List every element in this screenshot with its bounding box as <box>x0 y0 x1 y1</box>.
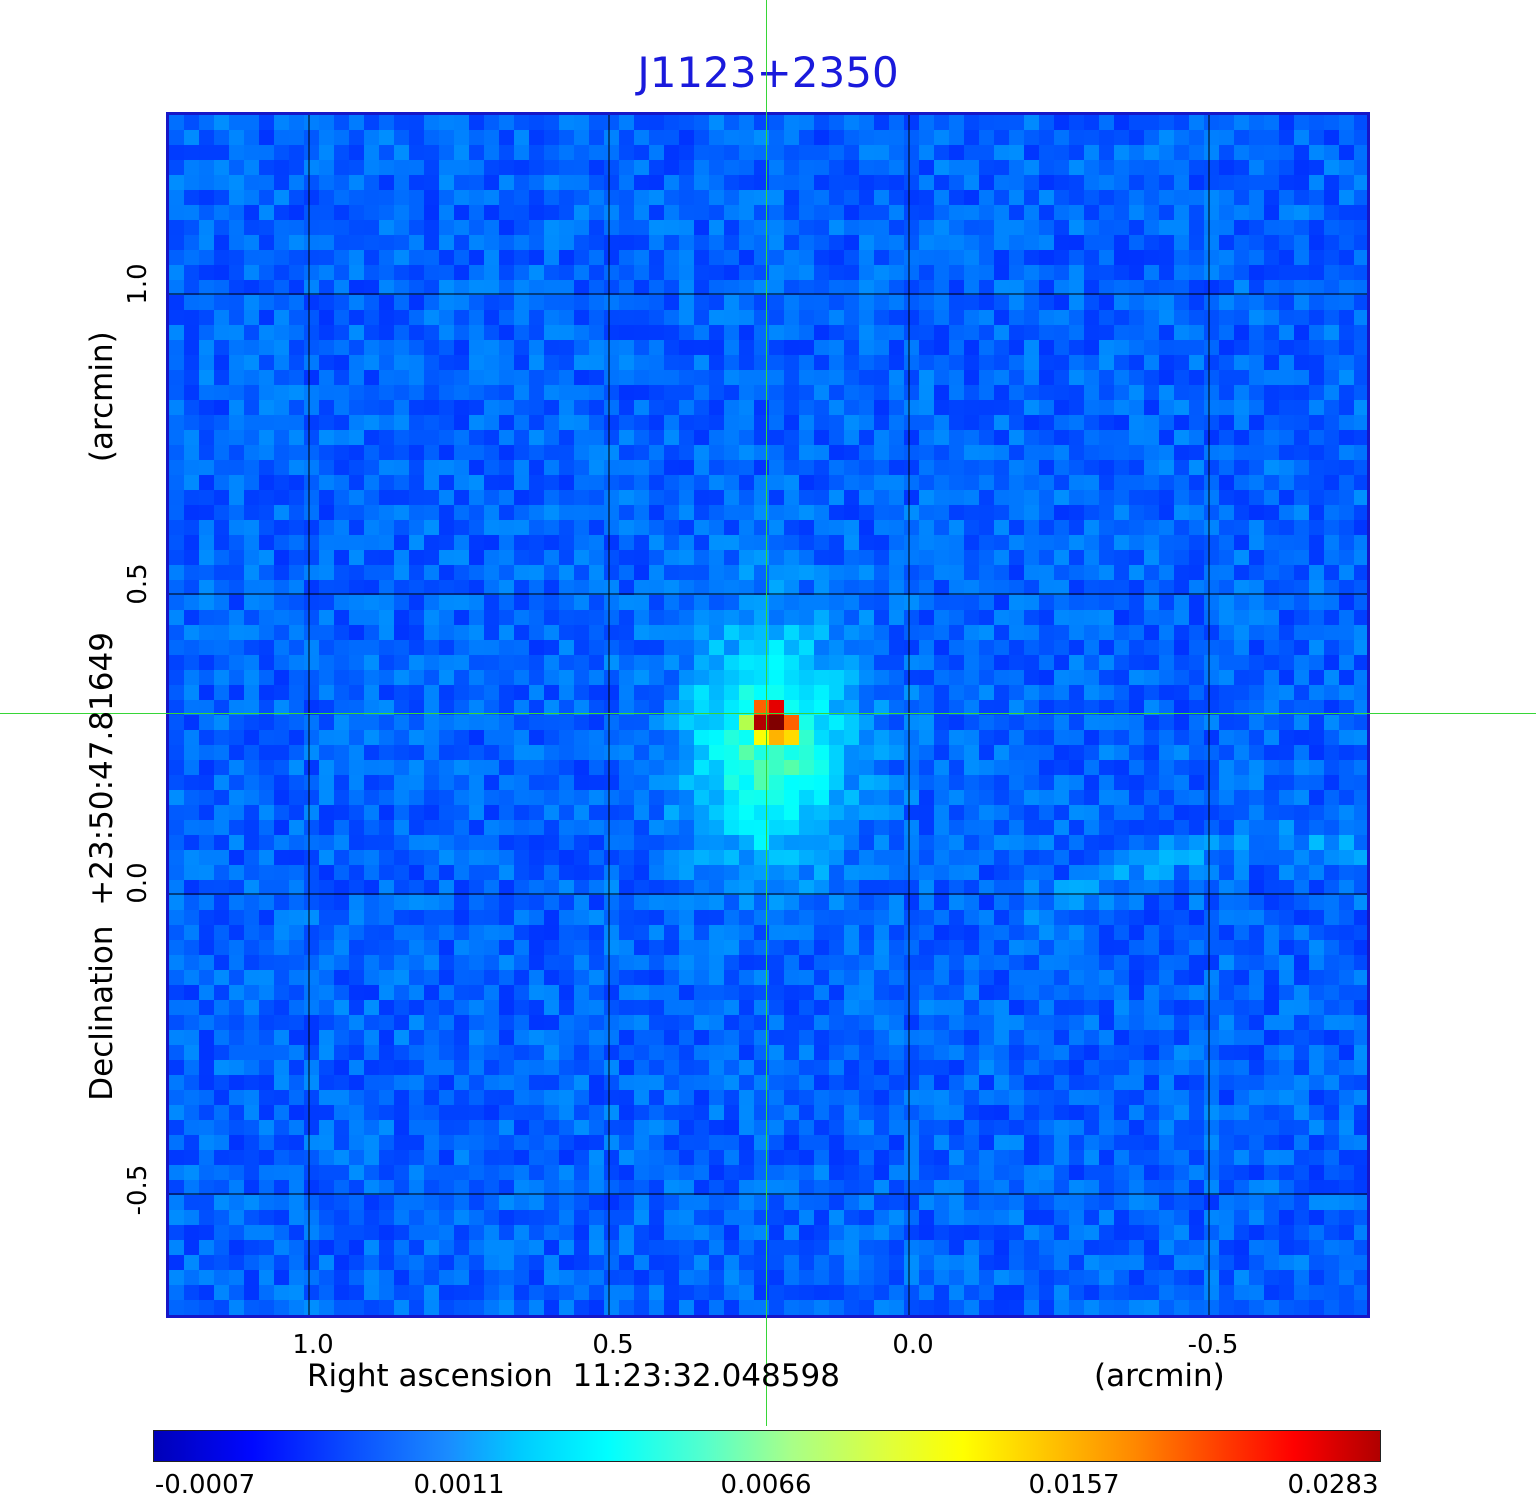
y-tick-1: 1.0 <box>123 263 153 305</box>
y-axis-label: Declination +23:50:47.81649 (arcmin) <box>84 331 120 1100</box>
x-tick-3: 0.0 <box>892 1330 934 1360</box>
map-image <box>169 115 1367 1315</box>
colorbar-tick-2: 0.0011 <box>413 1470 505 1500</box>
y-tick-4: -0.5 <box>123 1164 153 1216</box>
y-tick-2: 0.5 <box>123 563 153 605</box>
x-axis-unit: (arcmin) <box>1094 1358 1225 1394</box>
colorbar-tick-5: 0.0283 <box>1287 1470 1379 1500</box>
colorbar <box>153 1430 1381 1462</box>
colorbar-tick-4: 0.0157 <box>1028 1470 1120 1500</box>
x-tick-4: -0.5 <box>1187 1330 1239 1360</box>
y-axis-label-prefix: Declination <box>84 925 120 1101</box>
y-tick-3: 0.0 <box>123 862 153 904</box>
x-axis-label-prefix: Right ascension <box>307 1358 553 1394</box>
colorbar-tick-3: 0.0066 <box>720 1470 812 1500</box>
x-tick-1: 1.0 <box>292 1330 334 1360</box>
y-axis-label-coord: +23:50:47.81649 <box>84 632 120 906</box>
crosshair-horizontal <box>0 713 1536 714</box>
colorbar-tick-1: -0.0007 <box>154 1470 256 1500</box>
x-axis-label-coord: 11:23:32.048598 <box>572 1358 840 1394</box>
intensity-map[interactable] <box>166 112 1370 1318</box>
y-axis-unit: (arcmin) <box>84 331 120 463</box>
x-tick-2: 0.5 <box>592 1330 634 1360</box>
map-title: J1123+2350 <box>637 48 899 97</box>
x-axis-label: Right ascension 11:23:32.048598 <box>307 1358 840 1394</box>
